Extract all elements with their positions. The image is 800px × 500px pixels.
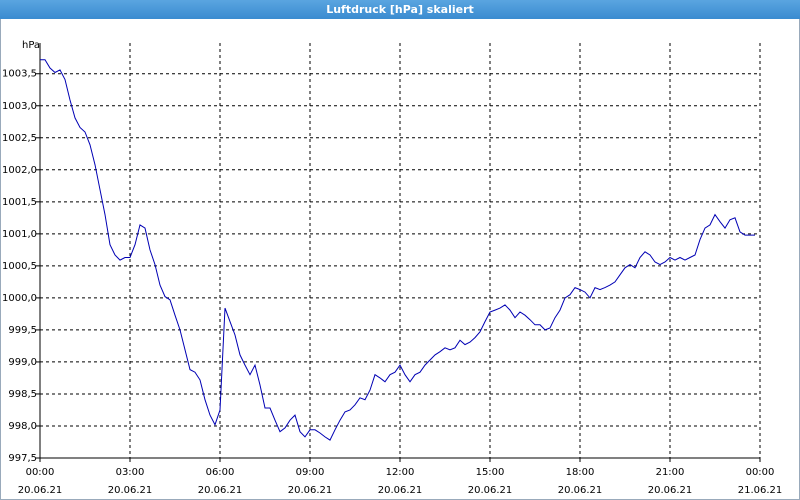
x-tick-label: 15:00 bbox=[476, 467, 505, 478]
x-tick-label: 18:00 bbox=[566, 467, 595, 478]
x-tick-date: 20.06.21 bbox=[558, 485, 603, 496]
x-tick-date: 21.06.21 bbox=[738, 485, 783, 496]
y-tick-label: 1003,0 bbox=[2, 101, 37, 112]
x-tick-date: 20.06.21 bbox=[108, 485, 153, 496]
x-tick-label: 12:00 bbox=[386, 467, 415, 478]
y-tick-label: 1002,0 bbox=[2, 165, 37, 176]
pressure-line bbox=[40, 59, 755, 441]
y-tick-label: 998,0 bbox=[8, 421, 37, 432]
y-tick-label: 1002,5 bbox=[2, 133, 37, 144]
x-tick-date: 20.06.21 bbox=[198, 485, 243, 496]
x-tick-label: 21:00 bbox=[656, 467, 685, 478]
y-tick-label: 999,0 bbox=[8, 357, 37, 368]
y-tick-label: 1001,5 bbox=[2, 197, 37, 208]
title-bar: Luftdruck [hPa] skaliert bbox=[0, 0, 800, 19]
x-tick-date: 20.06.21 bbox=[288, 485, 333, 496]
y-tick-label: 999,5 bbox=[8, 325, 37, 336]
y-tick-label: 1000,5 bbox=[2, 261, 37, 272]
x-tick-label: 06:00 bbox=[206, 467, 235, 478]
y-tick-label: 1003,5 bbox=[2, 69, 37, 80]
x-tick-date: 20.06.21 bbox=[468, 485, 513, 496]
y-unit: hPa bbox=[22, 40, 40, 51]
x-tick-date: 20.06.21 bbox=[378, 485, 423, 496]
y-tick-label: 1001,0 bbox=[2, 229, 37, 240]
x-tick-date: 20.06.21 bbox=[648, 485, 693, 496]
x-tick-label: 00:00 bbox=[746, 467, 775, 478]
y-tick-label: 997,5 bbox=[8, 453, 37, 464]
x-tick-label: 00:00 bbox=[26, 467, 55, 478]
x-tick-label: 09:00 bbox=[296, 467, 325, 478]
y-tick-label: 998,5 bbox=[8, 389, 37, 400]
x-tick-date: 20.06.21 bbox=[18, 485, 63, 496]
y-tick-label: 1000,0 bbox=[2, 293, 37, 304]
x-tick-label: 03:00 bbox=[116, 467, 145, 478]
